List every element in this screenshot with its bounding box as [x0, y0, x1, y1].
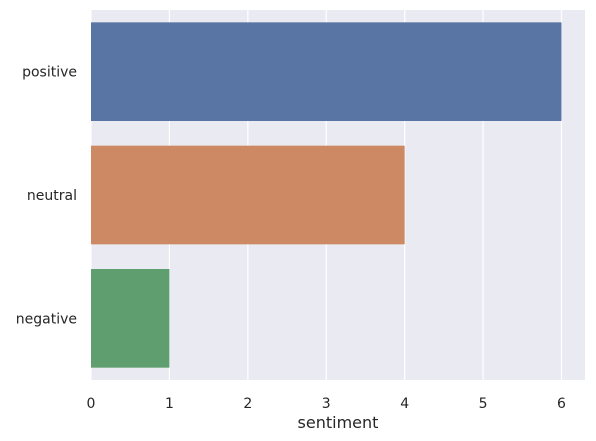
- x-tick-label: 6: [557, 396, 566, 412]
- x-axis-label: sentiment: [298, 413, 379, 432]
- y-tick-label-neutral: neutral: [27, 188, 77, 204]
- bar-negative: [91, 269, 170, 368]
- y-tick-label-negative: negative: [16, 311, 77, 327]
- x-tick-label: 3: [322, 396, 331, 412]
- x-tick-label: 1: [165, 396, 174, 412]
- y-axis-ticks: positive neutral negative: [16, 65, 77, 328]
- x-tick-label: 5: [479, 396, 488, 412]
- bar-positive: [91, 22, 562, 121]
- x-tick-label: 2: [243, 396, 252, 412]
- x-tick-label: 4: [400, 396, 409, 412]
- bars: [91, 22, 562, 368]
- bar-neutral: [91, 145, 405, 245]
- y-tick-label-positive: positive: [22, 65, 77, 81]
- x-tick-label: 0: [87, 396, 96, 412]
- x-axis-ticks: 0 1 2 3 4 5 6: [87, 396, 566, 412]
